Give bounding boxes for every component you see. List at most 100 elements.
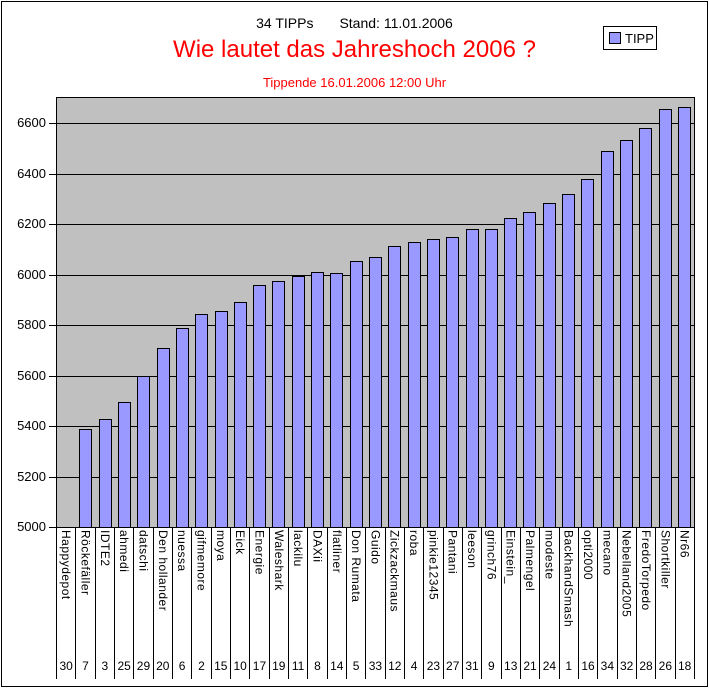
category-label-cell: moya [210, 527, 230, 656]
tipp-number: 2 [191, 656, 210, 679]
category-label-cell: Eick [229, 527, 249, 656]
category-label-cell: BackhandSmash [558, 527, 578, 656]
category-label: flatliner [329, 530, 344, 574]
tipp-number: 31 [461, 656, 481, 679]
y-axis-label: 6600 [17, 115, 46, 130]
chart-title: Wie lautet das Jahreshoch 2006 ? [173, 36, 536, 63]
tipp-number: 13 [500, 656, 520, 679]
category-label-cell: FredoTorpedo [635, 527, 655, 656]
y-axis-tick [49, 325, 56, 326]
bar [581, 178, 595, 527]
stand-date-label: Stand: 11.01.2006 [339, 15, 453, 31]
tipp-number: 27 [442, 656, 462, 679]
tipp-number: 30 [56, 656, 75, 679]
tipp-number: 21 [519, 656, 539, 679]
bar [677, 106, 691, 527]
gridline [57, 123, 694, 124]
bar [465, 229, 479, 527]
y-axis-tick [49, 275, 56, 276]
category-label: IDTE2 [97, 530, 112, 567]
tipp-number: 6 [171, 656, 191, 679]
bar [311, 272, 325, 527]
bar [175, 327, 189, 527]
category-label: leeson [465, 530, 480, 569]
category-label: Don Rumata [349, 530, 364, 603]
category-label: Zickzackmaus [387, 530, 402, 613]
bar [253, 284, 267, 527]
category-label-cell: lackilu [287, 527, 307, 656]
tipp-count-label: 34 TIPPs [256, 15, 314, 31]
category-label-cell: nuessa [171, 527, 191, 656]
tipp-number: 15 [210, 656, 230, 679]
tipp-number: 34 [597, 656, 616, 679]
tipp-number: 1 [558, 656, 578, 679]
tipp-number: 24 [539, 656, 558, 679]
tipp-number: 28 [635, 656, 655, 679]
category-label: BackhandSmash [561, 530, 576, 628]
category-label-cell: Zickzackmaus [384, 527, 404, 656]
chart-subtitle: Tippende 16.01.2006 12:00 Uhr [262, 75, 447, 90]
bar [484, 229, 498, 527]
bar [98, 418, 112, 527]
y-axis-label: 6200 [17, 216, 46, 231]
bar [639, 128, 653, 527]
tipp-number: 10 [229, 656, 249, 679]
category-label: Eick [233, 530, 248, 555]
tipp-number: 7 [75, 656, 94, 679]
category-label: pinkie12345 [426, 530, 441, 601]
bar [369, 257, 382, 527]
legend-label: TIPP [625, 30, 654, 46]
tipp-number: 17 [249, 656, 268, 679]
tipp-number: 32 [616, 656, 636, 679]
y-axis-tick [49, 527, 56, 528]
bar [330, 273, 344, 527]
tipp-number: 26 [655, 656, 674, 679]
category-label-cell: roba [403, 527, 423, 656]
category-label-cell: Shortkiller [655, 527, 674, 656]
category-label-cell: Nr66 [674, 527, 694, 656]
category-label: Den hollander [155, 530, 170, 612]
tipp-number: 16 [577, 656, 597, 679]
bar [619, 139, 633, 527]
bar [523, 211, 537, 527]
bar [195, 313, 209, 527]
bar [388, 245, 402, 527]
y-axis-tick [49, 224, 56, 225]
category-label-cell: mecano [597, 527, 616, 656]
tipp-number: 11 [287, 656, 307, 679]
y-axis-label: 6000 [17, 267, 46, 282]
bar [504, 217, 518, 527]
category-label-cell: opti2000 [577, 527, 597, 656]
plot-area [56, 97, 695, 528]
category-label-cell: datschi [133, 527, 152, 656]
y-axis-label: 6400 [17, 166, 46, 181]
bar [118, 402, 132, 527]
bar [407, 241, 421, 527]
category-label: roba [407, 530, 422, 557]
category-label-cell: Waleshark [268, 527, 288, 656]
gridline [57, 224, 694, 225]
category-label: lackilu [291, 530, 306, 567]
tipp-number: 29 [133, 656, 152, 679]
bar [600, 151, 614, 527]
tipp-number: 4 [403, 656, 423, 679]
category-label-cell: Don Rumata [345, 527, 365, 656]
category-label-cell: Palmengel [519, 527, 539, 656]
bar [562, 193, 576, 527]
bar [426, 239, 440, 527]
bar [79, 428, 93, 527]
tipp-number: 5 [345, 656, 365, 679]
tipp-number: 18 [674, 656, 694, 679]
tipp-number-row: 30 7 3 25 29 20 6 2 15 10 17 19 11 8 14 5 33 12 4 23 27 31 9 13… [56, 656, 695, 679]
category-label-cell: Guido [365, 527, 384, 656]
category-label-cell: IDTE2 [94, 527, 114, 656]
category-label-cell: ahmedi [113, 527, 133, 656]
category-label: mecano [600, 530, 615, 576]
category-label: Palmengel [523, 530, 538, 592]
y-axis-label: 5000 [17, 519, 46, 534]
category-label-cell: Nebelland2005 [616, 527, 636, 656]
category-label: Nebelland2005 [619, 530, 634, 618]
category-label-cell: grinch76 [481, 527, 500, 656]
